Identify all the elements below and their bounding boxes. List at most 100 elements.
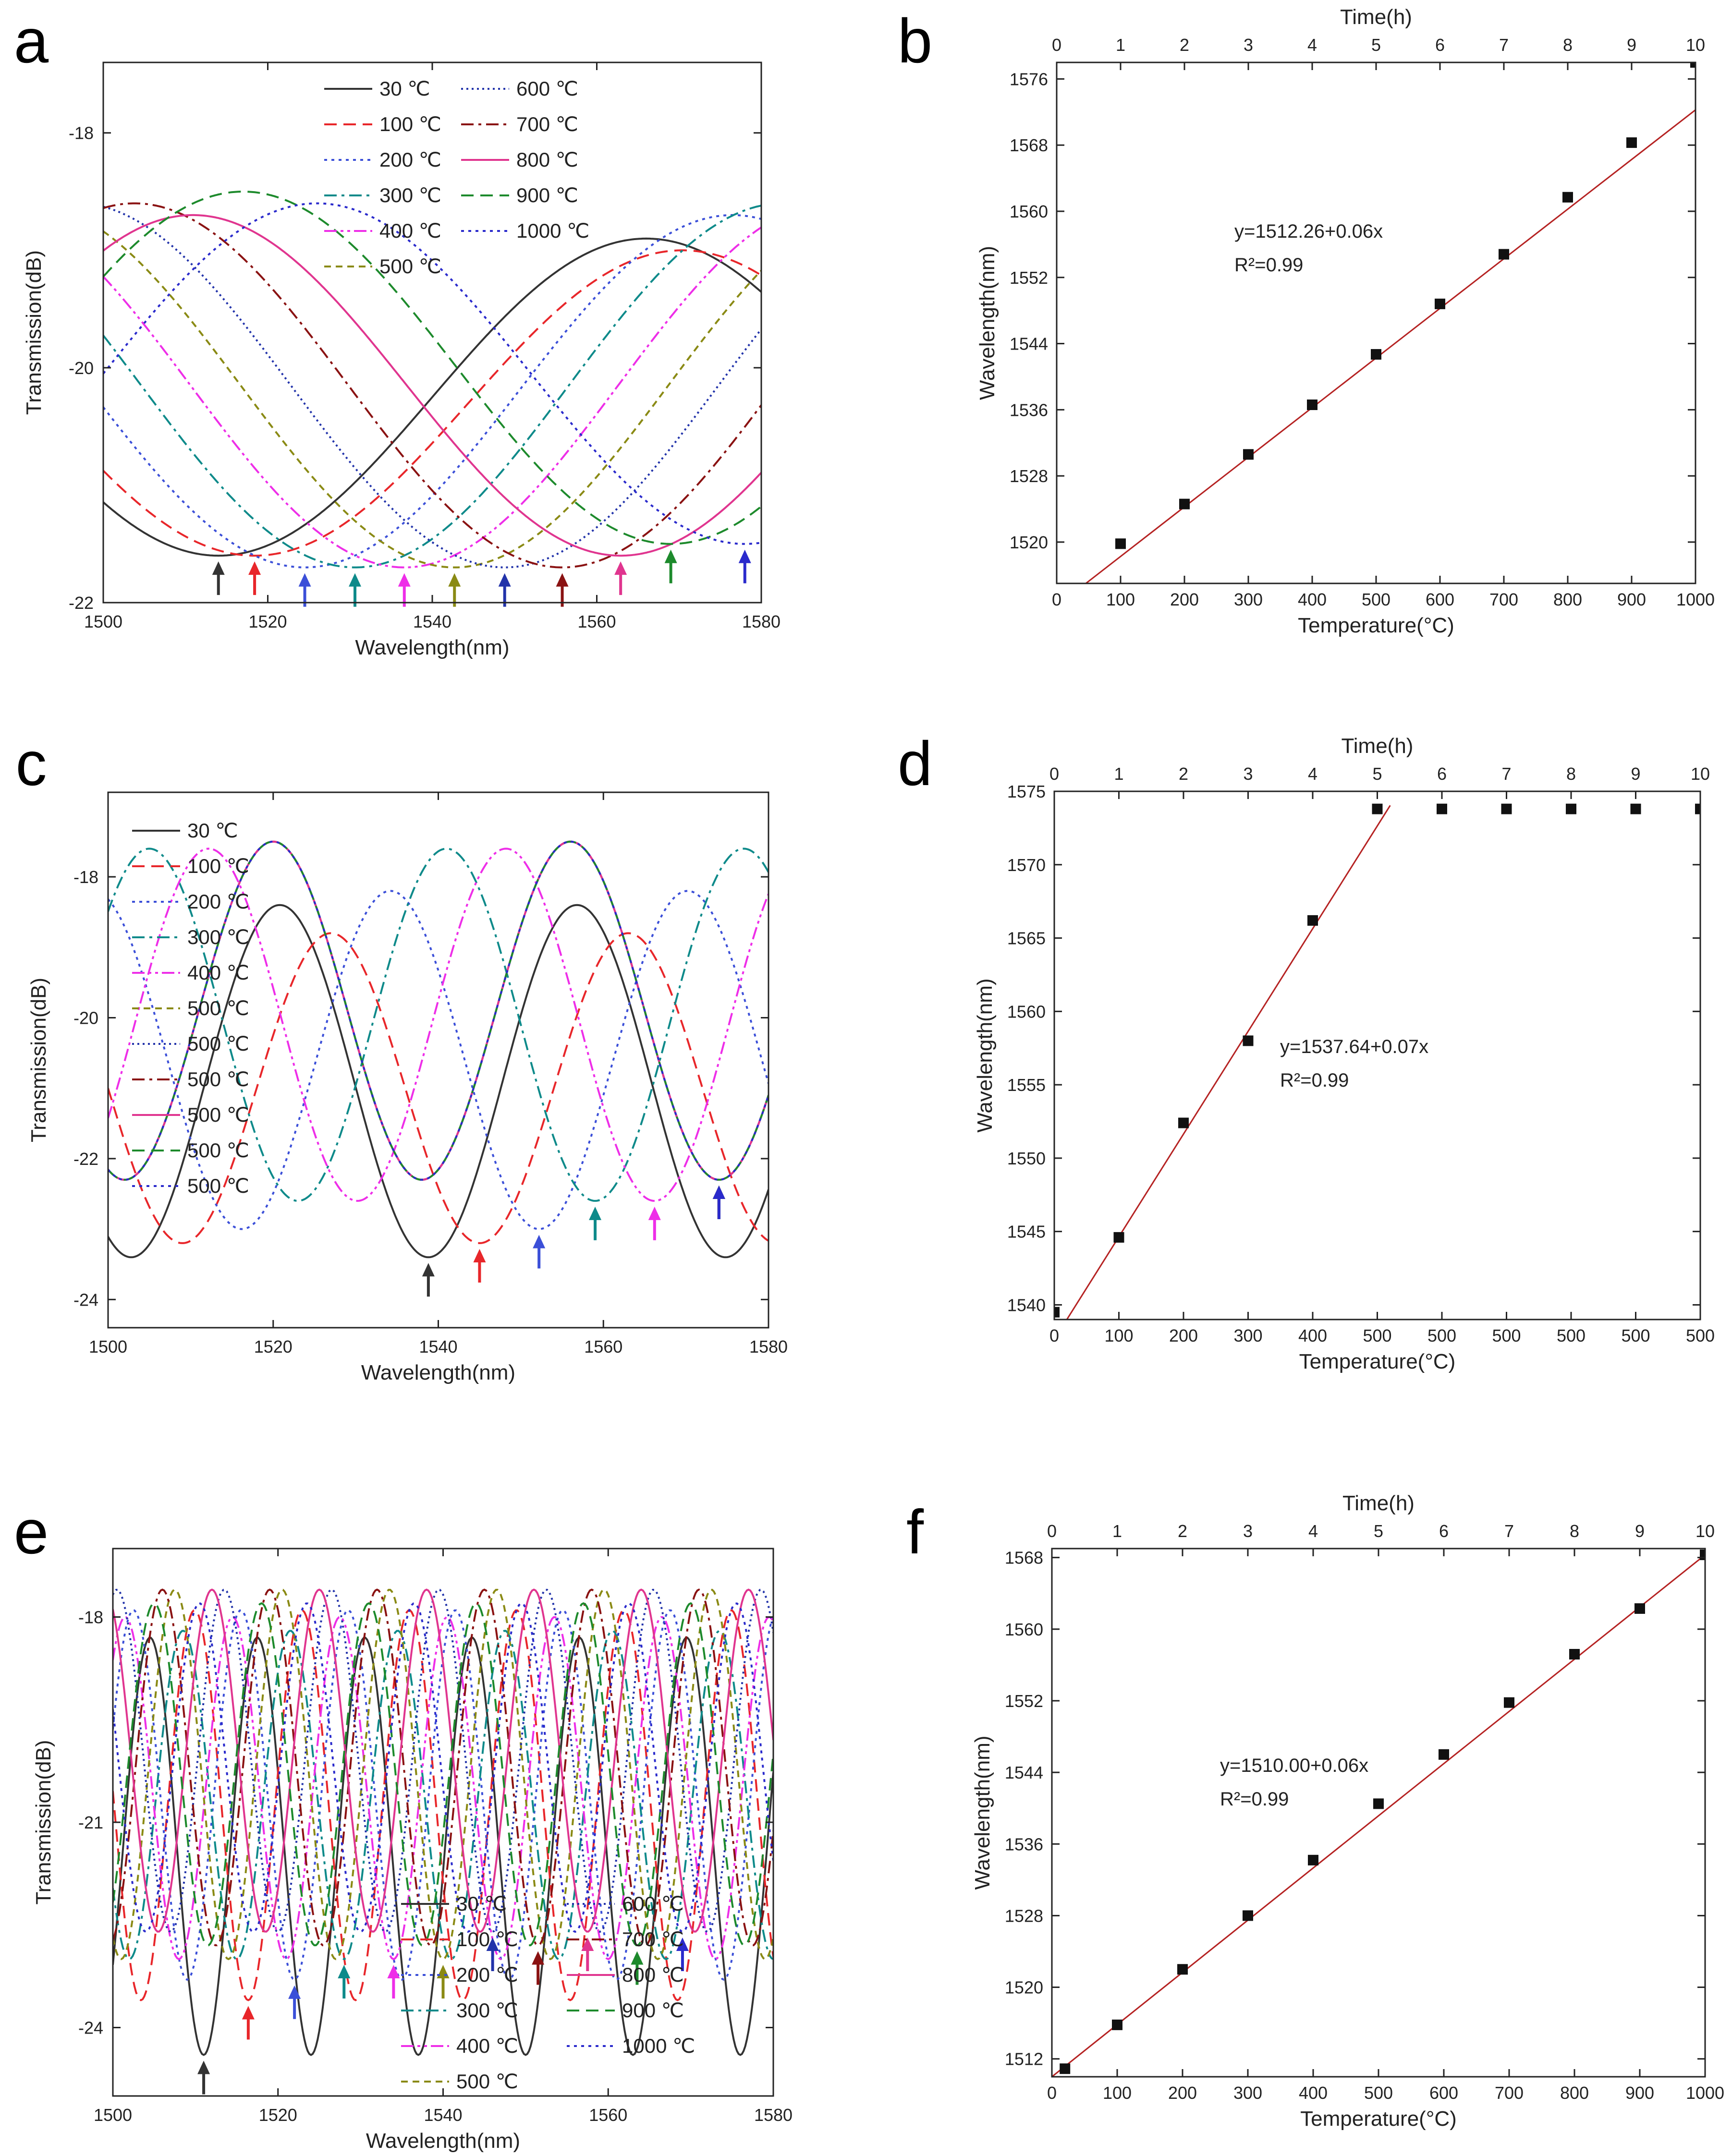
x2-tick-label: 6 bbox=[1439, 1521, 1449, 1541]
dip-arrow-head bbox=[422, 1263, 435, 1277]
x2-tick-label: 1 bbox=[1114, 764, 1123, 784]
legend-item: 30 ℃ bbox=[401, 1892, 507, 1915]
y-tick-label: -20 bbox=[73, 1008, 98, 1028]
dip-arrow-head bbox=[589, 1206, 602, 1220]
x-tick-label: 1500 bbox=[84, 612, 122, 631]
x2-tick-label: 8 bbox=[1563, 35, 1573, 55]
dip-arrow-10 bbox=[738, 549, 751, 583]
x2-tick-label: 3 bbox=[1244, 35, 1253, 55]
x-tick-label: 500 bbox=[1362, 590, 1390, 609]
series-line-6 bbox=[113, 1588, 773, 1933]
y-tick-label: 1565 bbox=[1007, 929, 1046, 948]
series-line-4 bbox=[103, 226, 761, 569]
dip-arrow-head bbox=[473, 1248, 486, 1262]
legend-label: 300 ℃ bbox=[456, 1999, 518, 2022]
y-tick-label: 1560 bbox=[1010, 202, 1048, 221]
x-tick-label: 1500 bbox=[94, 2105, 132, 2125]
x2-tick-label: 0 bbox=[1052, 35, 1061, 55]
dip-arrow-head bbox=[498, 573, 511, 587]
x-tick-label: 500 bbox=[1557, 1326, 1586, 1345]
dip-arrow-head bbox=[556, 573, 569, 587]
legend-label: 700 ℃ bbox=[516, 113, 578, 135]
fit-equation: y=1510.00+0.06x bbox=[1220, 1755, 1368, 1776]
legend-label: 30 ℃ bbox=[456, 1892, 507, 1915]
y-tick-label: 1536 bbox=[1010, 400, 1048, 420]
dip-arrow-10 bbox=[676, 1938, 689, 1971]
dip-arrow-head bbox=[676, 1938, 689, 1951]
data-point bbox=[1700, 1550, 1705, 1561]
dip-arrow-8 bbox=[614, 561, 627, 595]
legend-item: 400 ℃ bbox=[324, 219, 441, 242]
series-line-5 bbox=[103, 230, 761, 569]
legend-label: 600 ℃ bbox=[516, 77, 578, 100]
x2-tick-label: 5 bbox=[1374, 1521, 1383, 1541]
x-tick-label: 100 bbox=[1104, 1326, 1133, 1345]
legend-label: 100 ℃ bbox=[187, 855, 249, 877]
data-point bbox=[1501, 803, 1512, 814]
legend-label: 500 ℃ bbox=[187, 1103, 249, 1126]
x2-tick-label: 7 bbox=[1501, 764, 1511, 784]
y-tick-label: -24 bbox=[78, 2018, 103, 2038]
legend-item: 200 ℃ bbox=[132, 890, 249, 913]
x-tick-label: 0 bbox=[1047, 2083, 1057, 2103]
series-line-2 bbox=[103, 214, 761, 569]
legend-label: 700 ℃ bbox=[622, 1928, 684, 1950]
data-point bbox=[1307, 400, 1317, 410]
y-tick-label: -21 bbox=[78, 1813, 103, 1832]
x-tick-label: 200 bbox=[1168, 2083, 1197, 2103]
chart-c: 1500 1520 1540 1560 1580 -24 -22 -20 -18 Waveleng… bbox=[27, 791, 788, 1384]
y-tick-label: -18 bbox=[73, 867, 98, 887]
y-tick-label: 1540 bbox=[1007, 1295, 1046, 1315]
dip-arrow-1 bbox=[242, 2006, 255, 2040]
series-line-2 bbox=[113, 1609, 773, 1981]
series-line-9 bbox=[113, 1602, 773, 1947]
data-point bbox=[1115, 538, 1126, 549]
x2-tick-label: 5 bbox=[1372, 764, 1382, 784]
dip-arrow-head bbox=[486, 1938, 499, 1951]
data-point bbox=[1695, 803, 1700, 814]
dip-arrow-8 bbox=[581, 1938, 594, 1971]
x-tick-label: 200 bbox=[1170, 590, 1199, 609]
dip-arrow-2 bbox=[288, 1985, 301, 2019]
x-tick-label: 1520 bbox=[259, 2105, 297, 2125]
fit-line bbox=[1052, 1554, 1705, 2077]
y-tick-label: 1560 bbox=[1007, 1002, 1046, 1021]
legend-label: 400 ℃ bbox=[187, 961, 249, 984]
dip-arrow-9 bbox=[631, 1951, 644, 1985]
series-line-7 bbox=[113, 1588, 773, 1947]
y-tick-label: -22 bbox=[73, 1149, 98, 1169]
y-axis-label: Transmission(dB) bbox=[22, 250, 46, 415]
x-tick-label: 500 bbox=[1363, 1326, 1391, 1345]
x-axis-label: Temperature(°C) bbox=[1300, 2107, 1457, 2131]
curves bbox=[113, 1588, 773, 2056]
chart-b: 0 0 100 1 200 2 300 3 400 4 500 5 600 6 700 7 800 8 900 9 10… bbox=[976, 5, 1715, 637]
x-tick-label: 0 bbox=[1052, 590, 1061, 609]
x-tick-label: 900 bbox=[1625, 2083, 1654, 2103]
legend-item: 500 ℃ bbox=[132, 1032, 249, 1055]
chart-f: 0 0 100 1 200 2 300 3 400 4 500 5 600 6 700 7 800 8 900 9 10… bbox=[971, 1491, 1724, 2131]
x2-tick-label: 10 bbox=[1691, 764, 1710, 784]
x2-tick-label: 10 bbox=[1695, 1521, 1715, 1541]
y-tick-label: 1552 bbox=[1010, 268, 1048, 288]
x-tick-label: 1540 bbox=[413, 612, 451, 631]
x2-tick-label: 3 bbox=[1243, 764, 1253, 784]
dip-arrow-head bbox=[242, 2006, 255, 2020]
series-line-2 bbox=[108, 890, 768, 1230]
dip-arrow-1 bbox=[473, 1248, 486, 1283]
legend-item: 300 ℃ bbox=[401, 1999, 518, 2022]
x-tick-label: 100 bbox=[1103, 2083, 1132, 2103]
series-line-7 bbox=[103, 202, 761, 569]
x-tick-label: 400 bbox=[1299, 2083, 1328, 2103]
dip-arrow-head bbox=[581, 1938, 594, 1951]
x2-tick-label: 0 bbox=[1047, 1521, 1057, 1541]
legend-label: 900 ℃ bbox=[622, 1999, 684, 2022]
series-line-1 bbox=[113, 1609, 773, 2001]
x-tick-label: 500 bbox=[1427, 1326, 1456, 1345]
legend-item: 500 ℃ bbox=[132, 1139, 249, 1162]
x-tick-label: 400 bbox=[1298, 1326, 1327, 1345]
legend-label: 100 ℃ bbox=[456, 1928, 518, 1950]
dip-arrow-3 bbox=[349, 573, 362, 607]
dip-arrow-2 bbox=[298, 573, 311, 607]
dip-arrow-head bbox=[197, 2060, 210, 2074]
data-point bbox=[1243, 449, 1254, 460]
